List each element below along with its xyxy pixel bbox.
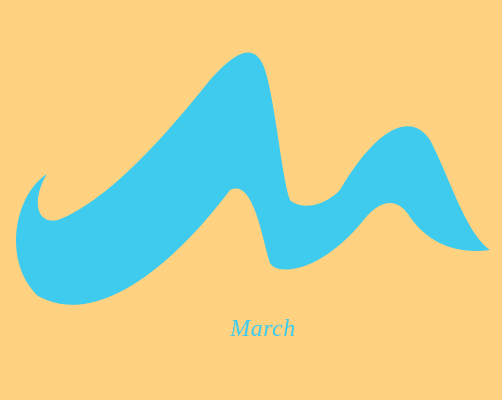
month-caption: March: [230, 316, 296, 342]
wave-shape: [16, 52, 491, 305]
